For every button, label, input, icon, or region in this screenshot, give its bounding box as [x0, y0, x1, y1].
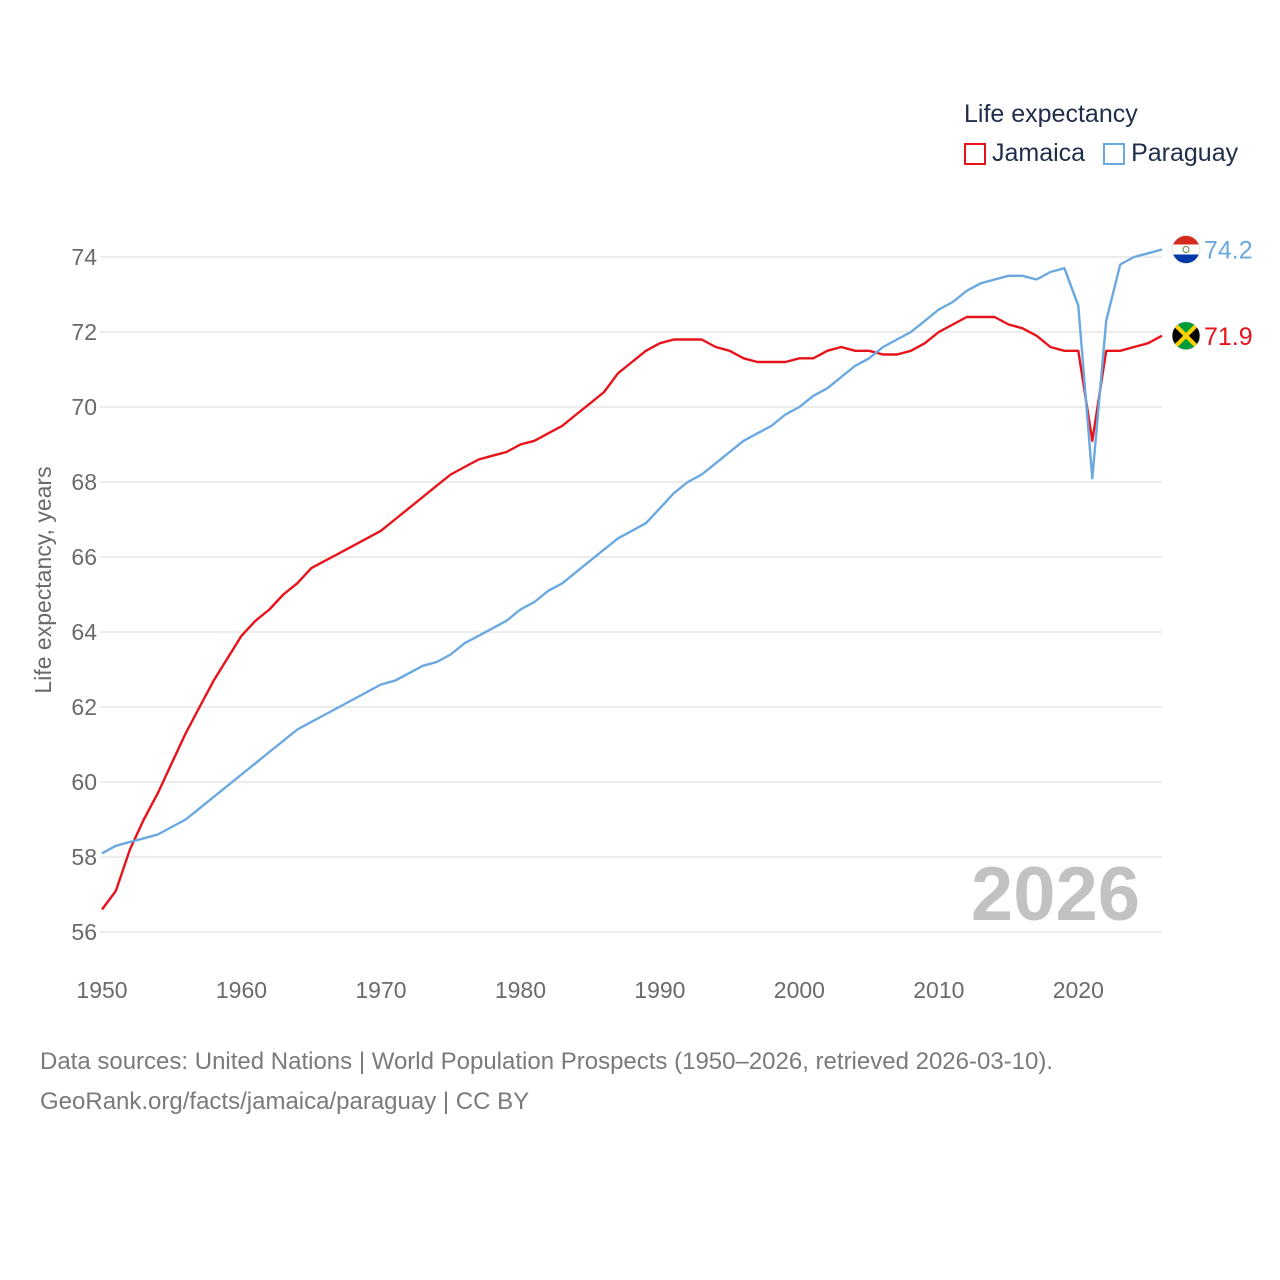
y-tick-label: 68 [71, 469, 97, 495]
data-source-text: Data sources: United Nations | World Pop… [40, 1048, 1054, 1075]
grid-lines [100, 256, 1162, 933]
y-tick-label: 60 [71, 769, 97, 795]
footer: Data sources: United Nations | World Pop… [40, 1042, 1053, 1122]
year-watermark: 2026 [971, 852, 1140, 937]
legend-title: Life expectancy [964, 100, 1138, 128]
x-tick-label: 2010 [913, 977, 964, 1003]
y-axis-label: Life expectancy, years [30, 466, 56, 693]
legend-label-jamaica: Jamaica [992, 139, 1086, 167]
y-tick-label: 66 [71, 544, 97, 570]
y-axis-ticks: 56 58 60 62 64 66 68 70 72 74 [71, 244, 97, 945]
end-value-label-jamaica: 71.9 [1204, 323, 1253, 351]
y-tick-label: 72 [71, 319, 97, 345]
y-tick-label: 74 [71, 244, 97, 270]
legend-swatch-jamaica [964, 142, 986, 165]
flag-paraguay-icon [1171, 235, 1201, 264]
legend-swatch-paraguay [1103, 142, 1126, 165]
y-tick-label: 70 [71, 394, 97, 420]
x-tick-label: 1990 [634, 977, 685, 1003]
x-tick-label: 1970 [355, 977, 406, 1003]
x-tick-label: 1960 [216, 977, 267, 1003]
end-value-label-paraguay: 74.2 [1204, 237, 1253, 265]
legend-item-jamaica[interactable]: Jamaica [964, 139, 1085, 168]
y-tick-label: 62 [71, 694, 97, 720]
legend-label-paraguay: Paraguay [1131, 139, 1239, 167]
x-tick-label: 1980 [495, 977, 546, 1003]
end-labels: 71.9 74.2 [1171, 235, 1253, 351]
legend-item-paraguay[interactable]: Paraguay [1103, 139, 1238, 168]
x-tick-label: 2000 [774, 977, 825, 1003]
x-tick-label: 1950 [76, 977, 127, 1003]
y-tick-label: 64 [71, 619, 97, 645]
x-tick-label: 2020 [1053, 977, 1104, 1003]
series-lines [101, 248, 1163, 911]
series-line-jamaica [101, 315, 1163, 911]
source-url-text: GeoRank.org/facts/jamaica/paraguay | CC … [40, 1088, 530, 1115]
series-line-paraguay [101, 248, 1163, 855]
y-tick-label: 58 [71, 844, 97, 870]
x-axis-ticks: 1950 1960 1970 1980 1990 2000 2010 2020 [76, 977, 1103, 1003]
flag-jamaica-icon [1171, 321, 1201, 351]
legend: Life expectancy Jamaica Paraguay [964, 100, 1256, 168]
y-tick-label: 56 [71, 919, 97, 945]
